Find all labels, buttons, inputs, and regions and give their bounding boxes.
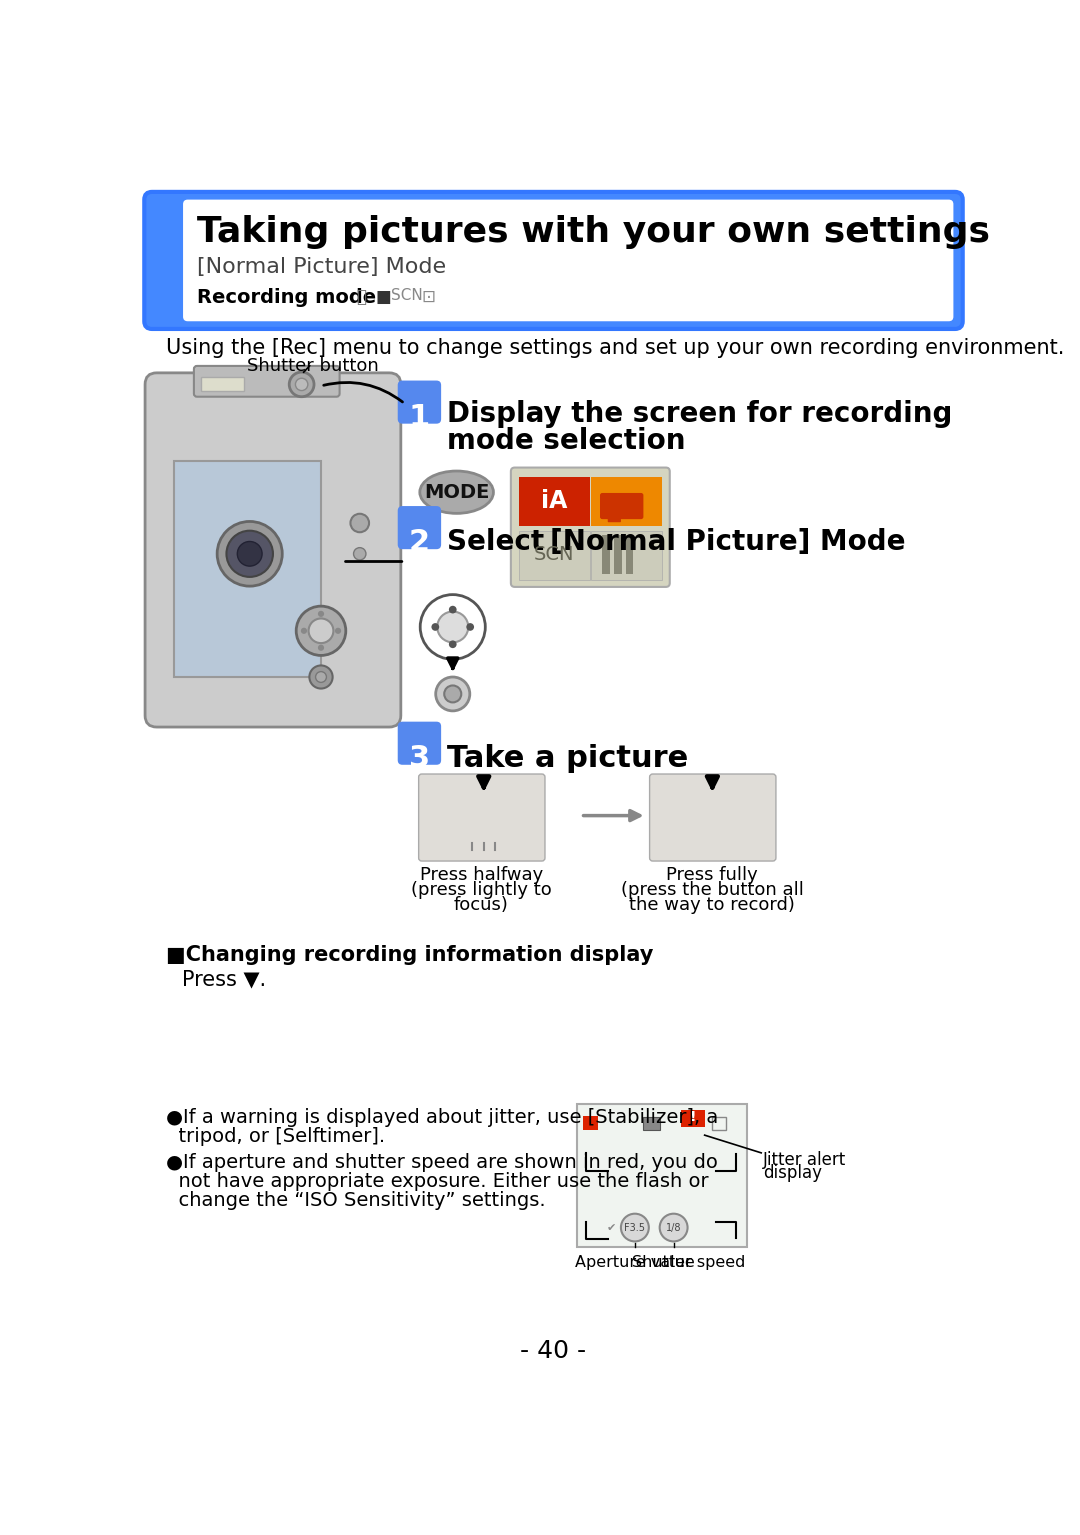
Circle shape	[227, 531, 273, 577]
Text: ●If a warning is displayed about jitter, use [Stabilizer], a: ●If a warning is displayed about jitter,…	[166, 1108, 718, 1127]
Bar	[603, 536, 610, 574]
Circle shape	[289, 371, 314, 396]
Text: Jitter alert: Jitter alert	[762, 1151, 846, 1168]
Circle shape	[437, 611, 469, 642]
Text: ⊡: ⊡	[422, 289, 435, 305]
Circle shape	[449, 606, 457, 614]
FancyBboxPatch shape	[608, 513, 621, 522]
Bar	[519, 477, 590, 527]
Text: Display the screen for recording: Display the screen for recording	[446, 399, 951, 428]
Bar	[713, 1117, 727, 1130]
FancyBboxPatch shape	[600, 493, 644, 519]
Text: - 40 -: - 40 -	[521, 1339, 586, 1363]
Text: Press ▼.: Press ▼.	[181, 970, 266, 990]
Text: MODE: MODE	[424, 482, 489, 502]
Text: F3.5: F3.5	[624, 1222, 646, 1233]
Text: change the “ISO Sensitivity” settings.: change the “ISO Sensitivity” settings.	[166, 1191, 545, 1211]
Text: (press lightly to: (press lightly to	[411, 881, 552, 900]
FancyBboxPatch shape	[145, 192, 962, 328]
Text: SCN: SCN	[534, 545, 575, 563]
Circle shape	[435, 677, 470, 711]
Text: [Normal Picture] Mode: [Normal Picture] Mode	[551, 528, 906, 556]
Text: tripod, or [Selftimer].: tripod, or [Selftimer].	[166, 1127, 386, 1147]
FancyBboxPatch shape	[511, 468, 670, 586]
Text: not have appropriate exposure. Either use the flash or: not have appropriate exposure. Either us…	[166, 1173, 708, 1191]
Circle shape	[467, 623, 474, 631]
Text: Aperture value: Aperture value	[575, 1254, 694, 1269]
Text: !: !	[690, 1110, 697, 1125]
Text: Press fully: Press fully	[666, 866, 758, 884]
Bar	[577, 1104, 747, 1246]
FancyBboxPatch shape	[519, 508, 545, 530]
Circle shape	[301, 628, 307, 634]
Circle shape	[449, 640, 457, 648]
FancyBboxPatch shape	[194, 365, 339, 396]
Bar	[643, 1117, 660, 1130]
Circle shape	[238, 542, 262, 566]
Text: focus): focus)	[454, 896, 509, 913]
Text: Select: Select	[446, 528, 543, 556]
Circle shape	[353, 548, 366, 560]
Bar	[519, 531, 590, 580]
Bar	[201, 376, 243, 390]
FancyBboxPatch shape	[649, 774, 775, 861]
Text: Recording mode:: Recording mode:	[197, 289, 383, 307]
FancyBboxPatch shape	[183, 200, 954, 321]
Circle shape	[621, 1214, 649, 1242]
Circle shape	[444, 686, 461, 703]
Bar	[681, 1110, 704, 1127]
Text: [Normal Picture] Mode: [Normal Picture] Mode	[197, 258, 446, 278]
Text: 2: 2	[409, 528, 430, 557]
Text: Press halfway: Press halfway	[420, 866, 543, 884]
Circle shape	[296, 606, 346, 655]
FancyBboxPatch shape	[397, 381, 441, 424]
Bar	[613, 536, 622, 574]
Text: the way to record): the way to record)	[630, 896, 795, 913]
Bar	[625, 536, 633, 574]
Text: ●If aperture and shutter speed are shown in red, you do: ●If aperture and shutter speed are shown…	[166, 1153, 718, 1171]
Text: Using the [Rec] menu to change settings and set up your own recording environmen: Using the [Rec] menu to change settings …	[166, 338, 1065, 358]
Circle shape	[315, 672, 326, 683]
Text: ✔: ✔	[607, 1222, 617, 1233]
Text: Take a picture: Take a picture	[446, 744, 688, 774]
FancyBboxPatch shape	[397, 721, 441, 764]
Text: 1: 1	[409, 402, 430, 431]
Text: iA: iA	[541, 488, 567, 513]
Text: 3: 3	[409, 744, 430, 774]
Text: display: display	[762, 1165, 822, 1182]
Text: Ⓜ: Ⓜ	[356, 289, 366, 305]
Text: Shutter speed: Shutter speed	[633, 1254, 746, 1269]
FancyBboxPatch shape	[397, 507, 441, 550]
Text: mode selection: mode selection	[446, 427, 685, 454]
Text: SCN: SCN	[391, 289, 422, 302]
Text: ■: ■	[375, 289, 391, 305]
Circle shape	[296, 378, 308, 390]
FancyBboxPatch shape	[145, 373, 401, 728]
FancyBboxPatch shape	[419, 774, 545, 861]
Circle shape	[660, 1214, 688, 1242]
Circle shape	[431, 623, 440, 631]
Circle shape	[309, 619, 334, 643]
Text: ■Changing recording information display: ■Changing recording information display	[166, 946, 653, 966]
Bar	[174, 462, 321, 677]
Text: Taking pictures with your own settings: Taking pictures with your own settings	[197, 215, 990, 249]
Circle shape	[309, 666, 333, 689]
Circle shape	[350, 514, 369, 533]
Circle shape	[318, 645, 324, 651]
Text: (press the button all: (press the button all	[621, 881, 804, 900]
Ellipse shape	[420, 471, 494, 513]
Bar	[592, 477, 662, 527]
FancyBboxPatch shape	[528, 511, 539, 520]
Bar	[592, 531, 662, 580]
Text: Shutter button: Shutter button	[247, 358, 379, 376]
Circle shape	[217, 522, 282, 586]
Bar	[583, 1116, 598, 1130]
Text: 1/8: 1/8	[666, 1222, 681, 1233]
Circle shape	[318, 611, 324, 617]
Circle shape	[335, 628, 341, 634]
